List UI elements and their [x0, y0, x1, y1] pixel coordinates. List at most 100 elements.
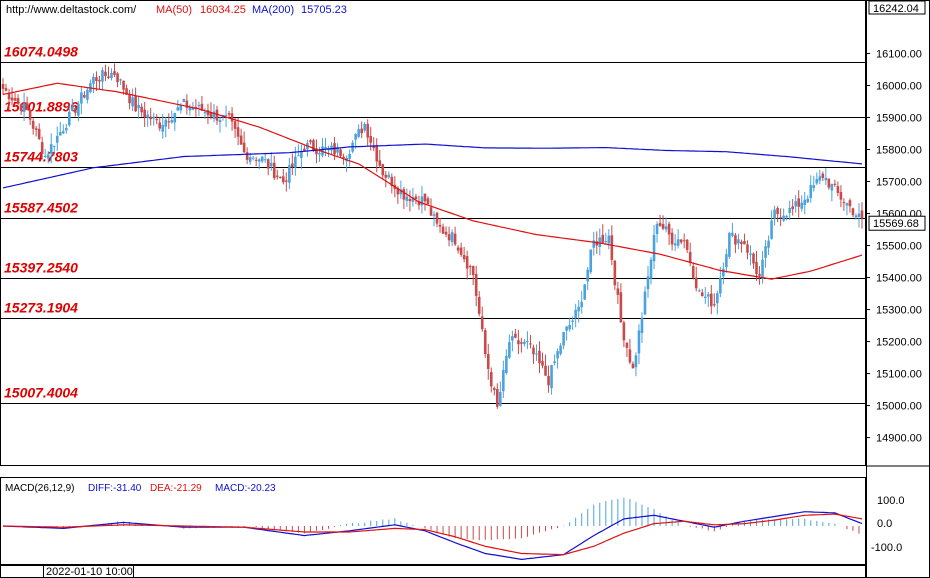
- source-url[interactable]: http://www.deltastock.com/: [6, 4, 137, 16]
- candle-down: [381, 164, 385, 176]
- support-resistance-levels: 16074.0498 15901.8896 15744.7803 15587.4502…: [1, 44, 865, 404]
- candle-down: [396, 187, 400, 195]
- candle-up: [719, 277, 722, 294]
- candle-down: [230, 113, 234, 122]
- candle-up: [330, 145, 333, 151]
- candle-up: [800, 202, 804, 209]
- candle-up: [559, 345, 562, 354]
- time-cursor-label: 2022-01-10 10:00: [46, 566, 133, 578]
- candle-down: [372, 145, 376, 149]
- candle-down: [143, 109, 146, 118]
- candle-up: [294, 156, 297, 168]
- candle-up: [725, 254, 728, 268]
- candle-down: [480, 316, 484, 330]
- candle-down: [104, 71, 107, 77]
- macd-hist-value: MACD:-20.23: [215, 483, 276, 494]
- candle-up: [553, 361, 556, 364]
- candle-up: [812, 185, 816, 189]
- candle-down: [366, 123, 369, 138]
- candle-up: [640, 317, 644, 334]
- candle-down: [758, 274, 761, 276]
- candle-up: [634, 355, 638, 368]
- macd-title: MACD(26,12,9): [5, 483, 74, 494]
- candle-up: [607, 235, 611, 244]
- candle-down: [309, 140, 312, 143]
- candle-down: [278, 177, 282, 179]
- candle-down: [285, 180, 288, 182]
- candle-down: [95, 77, 98, 81]
- candle-up: [363, 123, 366, 131]
- level-label: 15901.8896: [4, 99, 78, 115]
- candle-up: [297, 155, 300, 157]
- candle-up: [598, 237, 602, 248]
- candle-up: [571, 320, 574, 322]
- candle-up: [49, 144, 53, 154]
- candle-up: [499, 391, 502, 406]
- candle-up: [767, 240, 770, 248]
- candle-down: [827, 178, 831, 188]
- candle-down: [700, 292, 704, 297]
- candle-down: [860, 210, 864, 219]
- ma200-label: MA(200): [252, 4, 294, 16]
- level-label: 15007.4004: [4, 385, 78, 401]
- candle-down: [25, 102, 29, 110]
- candle-up: [146, 114, 149, 118]
- candle-up: [649, 259, 653, 279]
- candle-up: [728, 233, 731, 257]
- candle-down: [547, 375, 550, 386]
- candle-down: [474, 273, 478, 296]
- candle-down: [595, 241, 599, 246]
- candle-down: [206, 110, 210, 116]
- candle-up: [411, 197, 415, 202]
- candle-down: [532, 347, 535, 355]
- candle-down: [227, 113, 231, 115]
- candle-up: [119, 79, 122, 81]
- candle-up: [318, 153, 321, 155]
- candle-up: [722, 268, 725, 277]
- candle-down: [31, 120, 35, 129]
- candle-down: [601, 234, 605, 243]
- candle-up: [568, 324, 571, 330]
- candle-down: [19, 104, 23, 111]
- candle-down: [679, 239, 683, 243]
- macd-diff-value: DIFF:-31.40: [88, 483, 142, 494]
- candle-down: [459, 247, 463, 255]
- ma50-label: MA(50): [156, 4, 192, 16]
- candle-up: [761, 259, 764, 280]
- candle-up: [706, 294, 710, 297]
- candle-down: [538, 350, 541, 364]
- candle-up: [716, 293, 719, 304]
- candle-down: [776, 208, 779, 215]
- candle-down: [839, 192, 843, 200]
- candle-down: [28, 110, 32, 120]
- candle-down: [360, 128, 363, 134]
- candle-down: [140, 106, 143, 113]
- candle-up: [577, 306, 580, 312]
- candle-down: [215, 109, 219, 121]
- candle-down: [517, 340, 520, 345]
- candle-down: [149, 116, 152, 120]
- candle-down: [429, 207, 433, 216]
- candle-down: [489, 372, 493, 387]
- candle-up: [583, 284, 587, 300]
- ma200-line: [2, 143, 863, 189]
- candle-up: [556, 351, 559, 359]
- candle-up: [508, 342, 511, 358]
- candle-down: [851, 208, 855, 216]
- candle-down: [125, 88, 128, 95]
- candle-down: [465, 256, 469, 269]
- candle-up: [191, 107, 195, 110]
- candle-up: [137, 104, 140, 109]
- candle-down: [667, 223, 671, 235]
- candle-up: [782, 215, 785, 221]
- candle-up: [773, 209, 776, 219]
- candle-down: [610, 235, 614, 260]
- candle-down: [529, 343, 532, 345]
- price-tick-label: 15900.00: [876, 112, 922, 124]
- candle-up: [580, 301, 583, 308]
- candle-down: [833, 183, 837, 185]
- candle-up: [646, 276, 650, 290]
- candle-down: [34, 128, 38, 130]
- candle-down: [242, 142, 246, 153]
- candle-up: [52, 145, 56, 147]
